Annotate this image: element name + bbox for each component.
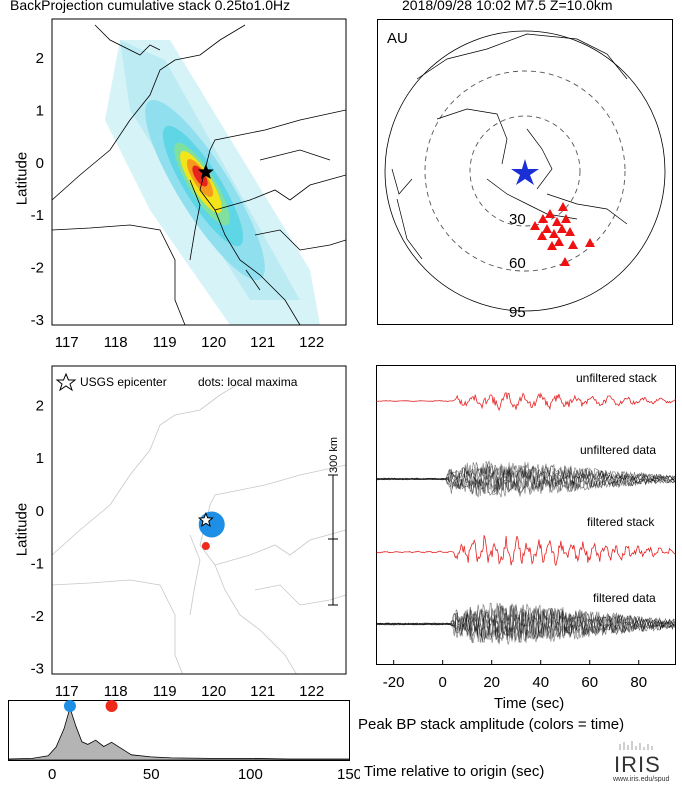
bottom-epicenter-star — [197, 511, 214, 528]
backprojection-heatmap: 117 118 119 120 121 122 2 1 0 -1 -2 -3 — [31, 18, 347, 351]
amplitude-caption: Peak BP stack amplitude (colors = time) — [358, 716, 625, 733]
filtered-data-trace — [376, 602, 676, 643]
waveform-traces: unfiltered stack unfiltered data filtere… — [376, 365, 676, 712]
svg-text:IRIS: IRIS — [614, 752, 661, 777]
top-map-y-tick: -3 — [31, 312, 44, 329]
top-map-y-tick: 2 — [36, 50, 44, 67]
top-map-x-tick: 118 — [104, 334, 128, 351]
svg-text:www.iris.edu/spud: www.iris.edu/spud — [612, 776, 670, 782]
top-map-y-tick: -2 — [31, 259, 44, 276]
amplitude-x-tick: 0 — [48, 766, 56, 783]
coastline-layer — [52, 24, 346, 325]
bottom-map-x-tick: 118 — [104, 683, 128, 700]
trace-x-tick: 20 — [483, 674, 500, 691]
top-epicenter-star — [197, 163, 214, 180]
top-map-x-tick: 120 — [201, 334, 226, 351]
bottom-map-x-tick: 120 — [201, 683, 226, 700]
top-map-x-tick: 122 — [299, 334, 324, 351]
top-map-y-tick: 0 — [36, 155, 44, 172]
legend-epicenter-label: USGS epicenter — [80, 375, 167, 389]
iris-logo-mark — [619, 741, 653, 750]
bottom-map-y-tick: 0 — [36, 503, 44, 520]
legend-star-icon — [55, 372, 77, 392]
trace-x-tick: 80 — [630, 674, 647, 691]
top-map-x-tick: 119 — [153, 334, 177, 351]
iris-logo: IRIS www.iris.edu/spud — [612, 741, 670, 782]
bottom-map-y-tick: -3 — [31, 661, 44, 678]
amplitude-x-label: Time relative to origin (sec) — [364, 763, 545, 780]
faint-coastline-layer — [52, 379, 346, 674]
scale-bar — [328, 474, 338, 606]
event-info: 2018/09/28 10:02 M7.5 Z=10.0km — [402, 0, 613, 13]
station-polar-map: AU 30 60 95 — [377, 19, 673, 325]
traces-x-label: Time (sec) — [494, 695, 564, 712]
filtered-stack-trace — [376, 535, 676, 567]
polar-landmasses — [391, 33, 628, 260]
bottom-map-y-tick: -2 — [31, 608, 44, 625]
trace-label-unfiltered-data: unfiltered data — [580, 443, 656, 457]
bottom-map-y-tick: 1 — [36, 450, 44, 467]
top-map-y-label: Latitude — [13, 151, 31, 206]
trace-label-unfiltered-stack: unfiltered stack — [576, 371, 658, 385]
top-map-x-tick: 121 — [250, 334, 275, 351]
top-map-y-tick: -1 — [31, 207, 44, 224]
bottom-map-x-tick: 121 — [250, 683, 275, 700]
trace-x-tick: 60 — [581, 674, 598, 691]
bottom-map-x-tick: 119 — [153, 683, 177, 700]
local-maxima-map: 117 118 119 120 121 122 2 1 0 -1 -2 -3 USGS epicent… — [31, 365, 347, 700]
unfiltered-data-trace — [376, 460, 676, 497]
amplitude-x-tick: 150 — [337, 766, 360, 783]
trace-x-tick: -20 — [383, 674, 405, 691]
amplitude-time-marker — [63, 700, 76, 712]
bottom-map-x-tick: 117 — [55, 683, 79, 700]
amplitude-x-tick: 100 — [238, 766, 263, 783]
polar-ring-label-30: 30 — [509, 211, 526, 228]
trace-label-filtered-stack: filtered stack — [587, 515, 655, 529]
trace-x-tick: 0 — [439, 674, 447, 691]
polar-label: AU — [387, 30, 408, 47]
polar-ring-label-95: 95 — [509, 304, 526, 321]
amplitude-plot: 0 50 100 150 — [8, 700, 360, 783]
top-map-x-tick: 117 — [55, 334, 79, 351]
unfiltered-stack-trace — [376, 392, 676, 412]
amplitude-x-tick: 50 — [143, 766, 160, 783]
bottom-map-y-label: Latitude — [13, 502, 31, 557]
station-triangles — [530, 202, 595, 266]
polar-outer-ring — [384, 30, 666, 312]
top-map-y-tick: 1 — [36, 103, 44, 120]
bottom-map-y-tick: -1 — [31, 555, 44, 572]
trace-label-filtered-data: filtered data — [593, 591, 656, 605]
scale-bar-label: 300 km — [328, 437, 340, 473]
amplitude-area — [8, 706, 350, 761]
amplitude-time-marker — [105, 700, 118, 712]
page-title: BackProjection cumulative stack 0.25to1.… — [10, 0, 291, 13]
polar-ring-label-60: 60 — [509, 255, 526, 272]
trace-x-tick: 40 — [532, 674, 549, 691]
bottom-map-y-tick: 2 — [36, 397, 44, 414]
unfiltered-data-trace — [376, 463, 676, 496]
polar-ring-60 — [424, 70, 626, 272]
local-maximum-dot — [201, 542, 210, 551]
bottom-map-x-tick: 122 — [299, 683, 324, 700]
polar-ring-30 — [469, 115, 581, 227]
blue-star-icon — [511, 159, 539, 185]
legend-dots-label: dots: local maxima — [198, 375, 298, 389]
heat-core-region — [192, 165, 208, 187]
